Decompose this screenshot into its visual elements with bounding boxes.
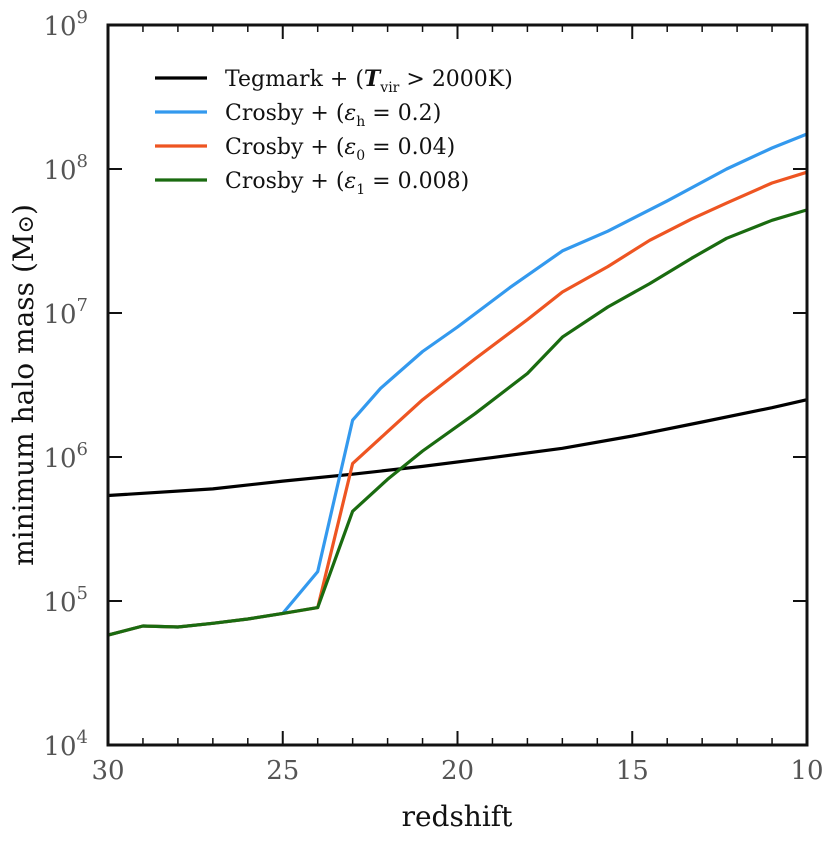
x-tick-label: 20: [441, 756, 474, 786]
legend-label-crosby_0: Crosby + (ε0 = 0.04): [225, 135, 455, 164]
legend-label-crosby_h: Crosby + (εh = 0.2): [225, 101, 441, 130]
x-tick-label: 30: [91, 756, 124, 786]
y-tick-label: 109: [43, 7, 88, 42]
y-tick-label: 106: [43, 439, 88, 474]
tick-labels: 30 25 20 15 10 104 105 106 107 108 109: [43, 7, 823, 786]
y-tick-label: 105: [43, 583, 88, 618]
x-tick-label: 10: [790, 756, 823, 786]
series-line-crosby_1: [107, 208, 808, 637]
legend-label-tegmark: Tegmark + (Tvir > 2000K): [225, 66, 513, 96]
y-axis-label: minimum halo mass (M⊙): [7, 204, 40, 566]
x-axis-label: redshift: [402, 800, 514, 833]
legend: Tegmark + (Tvir > 2000K) Crosby + (εh = 0…: [155, 66, 513, 198]
y-tick-label: 108: [43, 151, 88, 186]
series-layer: [107, 132, 808, 637]
series-line-tegmark: [107, 398, 808, 498]
legend-label-crosby_1: Crosby + (ε1 = 0.008): [225, 169, 469, 198]
x-tick-label: 25: [266, 756, 299, 786]
y-tick-label: 107: [43, 295, 88, 330]
y-tick-label: 104: [43, 727, 88, 762]
plot-frame: [106, 23, 809, 747]
x-tick-label: 15: [616, 756, 649, 786]
